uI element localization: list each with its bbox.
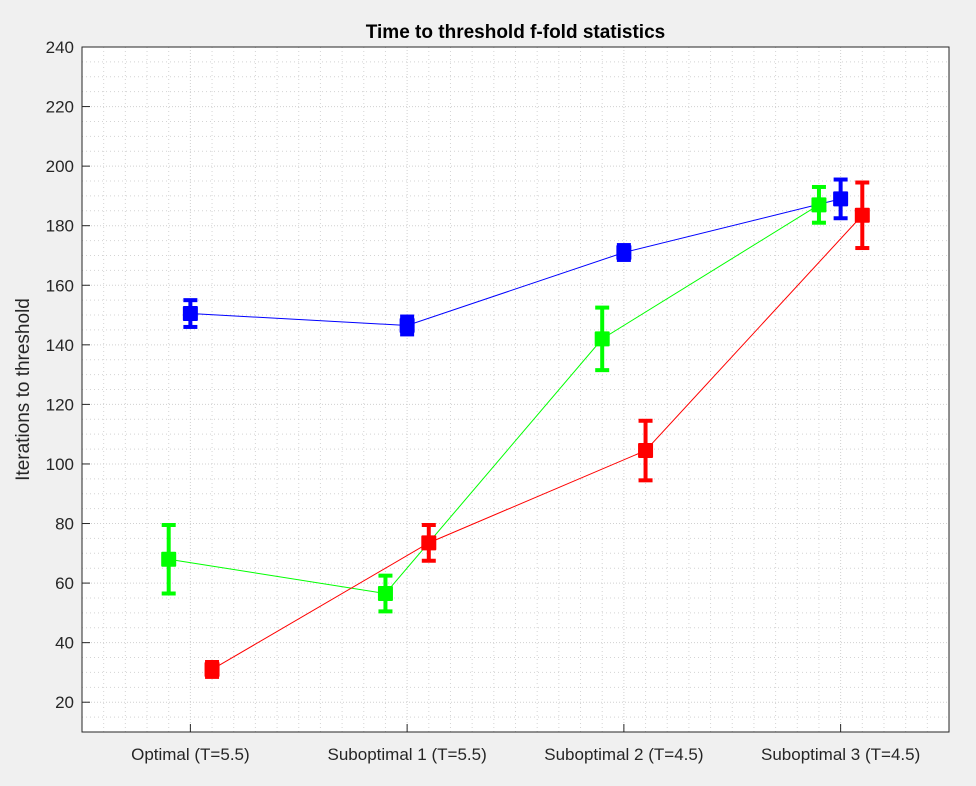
x-tick-label: Suboptimal 2 (T=4.5) [544, 745, 703, 764]
chart-title: Time to threshold f-fold statistics [366, 22, 665, 43]
x-tick-label: Suboptimal 3 (T=4.5) [761, 745, 920, 764]
x-tick-label: Suboptimal 1 (T=5.5) [328, 745, 487, 764]
y-tick-label: 180 [46, 217, 74, 236]
series-2 [161, 184, 827, 614]
grid [82, 46, 949, 733]
series-1 [182, 177, 849, 337]
y-tick-label: 200 [46, 157, 74, 176]
data-point [377, 586, 393, 602]
y-tick-label: 20 [55, 693, 74, 712]
y-tick-label: 100 [46, 455, 74, 474]
axis-ticks: 20 40 60 80 100 120 140 160 180 200 220 240 Optimal … [46, 38, 921, 764]
y-tick-label: 40 [55, 634, 74, 653]
data-point [811, 197, 827, 213]
series-3 [204, 180, 870, 679]
data-point [616, 245, 632, 260]
data-point [833, 191, 849, 207]
series-layer [161, 177, 870, 679]
data-point [182, 306, 198, 322]
y-axis-label: Iterations to threshold [13, 298, 34, 481]
series-line [190, 198, 841, 326]
y-tick-label: 80 [55, 515, 74, 534]
y-tick-label: 240 [46, 38, 74, 57]
data-point [638, 443, 654, 459]
axes-box [81, 46, 950, 733]
data-point [594, 331, 610, 347]
y-tick-label: 120 [46, 395, 74, 414]
x-tick-label: Optimal (T=5.5) [131, 745, 250, 764]
y-tick-label: 60 [55, 574, 74, 593]
data-point [421, 535, 437, 551]
y-tick-label: 220 [46, 98, 74, 117]
y-tick-label: 140 [46, 336, 74, 355]
data-point [854, 207, 870, 223]
data-point [204, 661, 220, 677]
data-point [399, 317, 415, 333]
series-line [168, 204, 820, 595]
data-point [161, 551, 177, 567]
y-tick-label: 160 [46, 276, 74, 295]
series-line [211, 214, 863, 670]
